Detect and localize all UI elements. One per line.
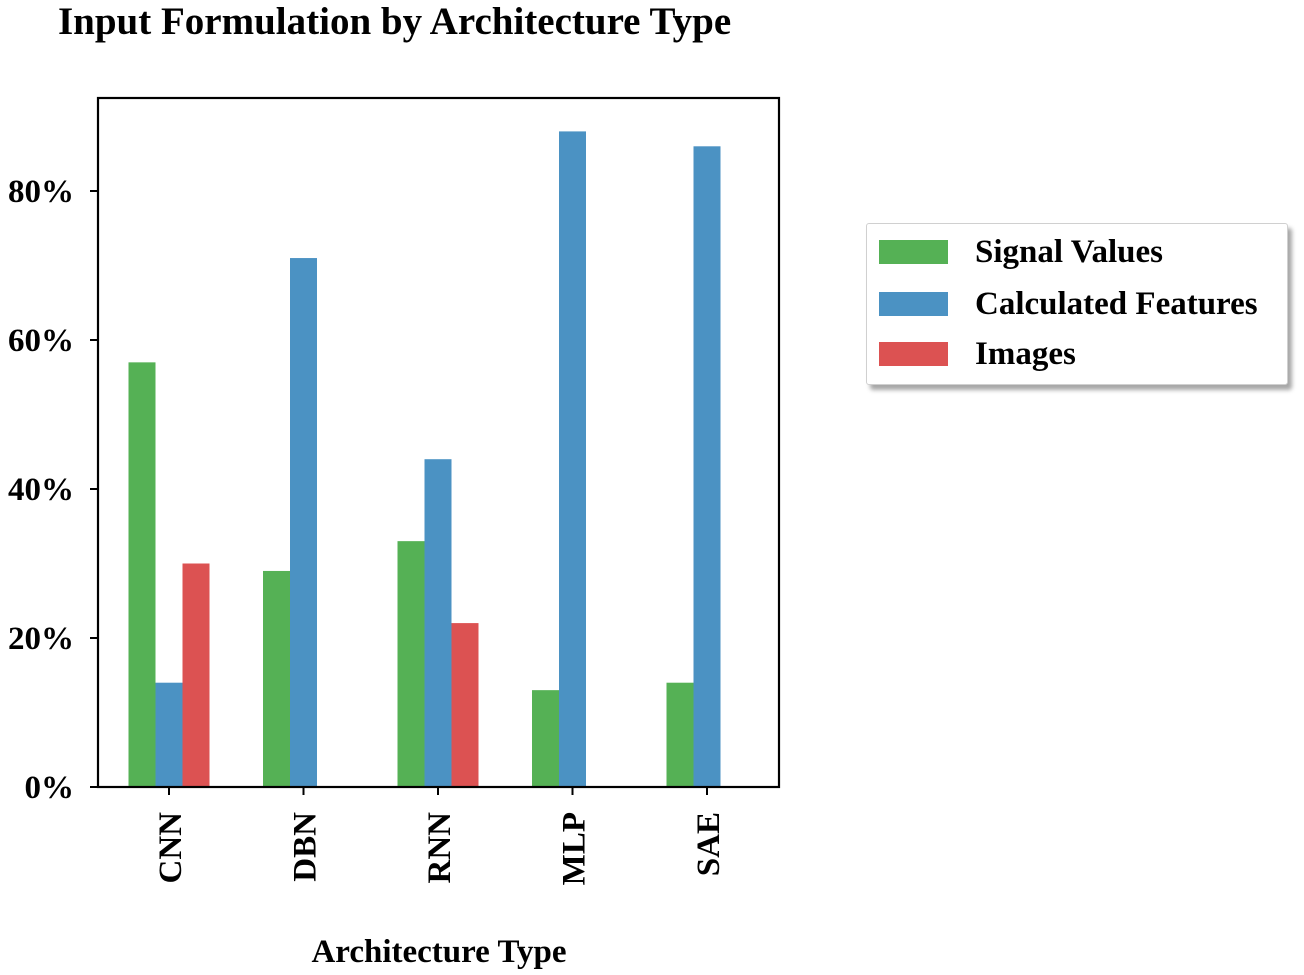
bar-mlp-signal-values (532, 690, 559, 787)
y-axis: 0% 20% 40% 60% 80% (8, 174, 98, 806)
x-tick-label-dbn: DBN (288, 812, 324, 882)
bar-cnn-calculated-features (155, 682, 183, 787)
y-tick-label: 80% (8, 174, 74, 210)
x-axis-label: Architecture Type (311, 934, 566, 970)
bar-sae-signal-values (666, 682, 694, 787)
bar-dbn-calculated-features (290, 258, 317, 787)
bars-layer (128, 131, 721, 788)
x-tick-label-rnn: RNN (422, 812, 458, 884)
x-tick-label-mlp: MLP (557, 812, 593, 885)
legend-label-images: Images (975, 336, 1076, 372)
y-tick-label: 40% (8, 472, 74, 508)
legend-label-signal-values: Signal Values (975, 234, 1164, 270)
bar-dbn-signal-values (263, 570, 290, 787)
chart-title: Input Formulation by Architecture Type (58, 0, 732, 43)
y-tick-label: 20% (8, 621, 74, 657)
x-axis: CNN DBN RNN MLP SAE (153, 787, 727, 885)
x-tick-label-cnn: CNN (153, 812, 189, 884)
legend-swatch-images (879, 342, 948, 366)
bar-cnn-images (182, 563, 210, 787)
bar-cnn-signal-values (128, 362, 156, 787)
bar-rnn-calculated-features (424, 459, 452, 787)
bar-rnn-images (451, 623, 479, 787)
y-tick-label: 0% (25, 770, 75, 806)
legend-swatch-calculated-features (879, 292, 948, 316)
y-tick-label: 60% (8, 323, 74, 359)
legend-label-calculated-features: Calculated Features (975, 286, 1258, 322)
legend: Signal Values Calculated Features Images (866, 223, 1288, 385)
bar-mlp-calculated-features (559, 131, 586, 787)
bar-sae-calculated-features (693, 146, 721, 788)
bar-rnn-signal-values (397, 541, 425, 787)
x-tick-label-sae: SAE (691, 812, 727, 876)
legend-swatch-signal-values (879, 240, 948, 264)
